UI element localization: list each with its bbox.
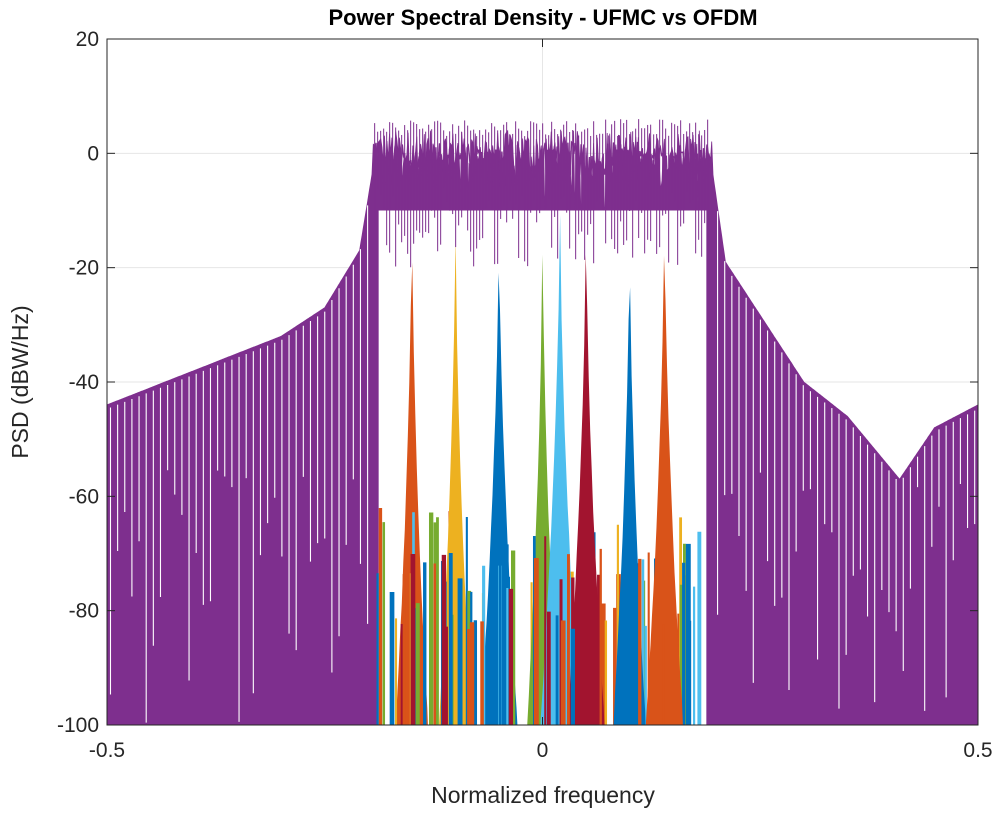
ufmc-spike — [567, 254, 605, 725]
y-tick-label: -80 — [69, 600, 99, 623]
ofdm-envelope — [374, 119, 711, 268]
y-tick-label: -20 — [69, 257, 99, 280]
ufmc-subband — [402, 255, 683, 725]
y-tick-label: 20 — [76, 28, 99, 51]
ufmc-spike — [439, 238, 472, 725]
ufmc-subband — [376, 287, 692, 725]
x-tick-label: -0.5 — [89, 739, 125, 762]
y-tick-label: -60 — [69, 485, 99, 508]
chart-title: Power Spectral Density - UFMC vs OFDM — [328, 5, 757, 30]
x-axis-label: Normalized frequency — [431, 782, 655, 808]
ufmc-series — [376, 214, 702, 725]
y-tick-label: 0 — [87, 142, 99, 165]
y-tick-label: -40 — [69, 371, 99, 394]
ufmc-spike — [645, 255, 683, 725]
ticks: 20 0 -20 -40 -60 -80 -100-0.5 0 0.5 — [57, 28, 993, 762]
x-tick-label: 0 — [537, 739, 549, 762]
y-tick-label: -100 — [57, 714, 99, 737]
y-axis-label: PSD (dBW/Hz) — [7, 305, 33, 458]
x-tick-label: 0.5 — [963, 739, 992, 762]
